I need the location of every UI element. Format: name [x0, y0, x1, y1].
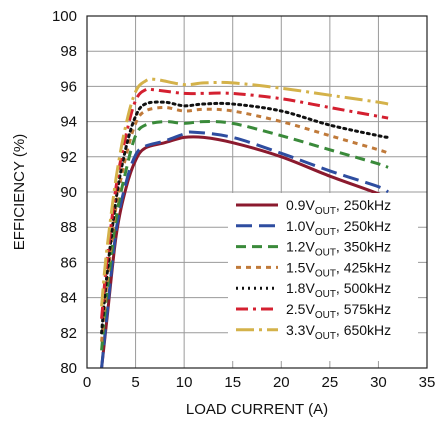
y-tick-label: 98: [60, 43, 77, 60]
legend-label-subscript: OUT: [315, 268, 336, 279]
x-tick-label: 15: [224, 374, 241, 391]
legend-label-main: 1.5V: [286, 259, 315, 275]
y-tick-label: 82: [60, 325, 77, 342]
y-tick-label: 94: [60, 114, 77, 131]
x-tick-label: 20: [273, 374, 290, 391]
legend-label-main: 0.9V: [286, 197, 315, 213]
legend-label: 1.8VOUT, 500kHz: [286, 280, 391, 300]
series-line-0: [100, 135, 389, 368]
series-line-2: [100, 120, 389, 351]
legend-label-main: 3.3V: [286, 322, 315, 338]
x-axis-label: LOAD CURRENT (A): [186, 401, 328, 418]
series-line-6: [100, 77, 389, 307]
legend-label-subscript: OUT: [315, 206, 336, 217]
legend-label-main: 2.5V: [286, 301, 315, 317]
legend-background: [228, 193, 418, 361]
y-axis-label: EFFICIENCY (%): [11, 134, 28, 250]
legend-label-frequency: , 650kHz: [336, 322, 391, 338]
legend-label: 2.5VOUT, 575kHz: [286, 301, 391, 321]
legend-label-frequency: , 425kHz: [336, 259, 391, 275]
y-tick-label: 88: [60, 219, 77, 236]
series-line-3: [100, 105, 389, 342]
x-tick-label: 0: [83, 374, 91, 391]
tick-labels: 0 5 10 15 20 25 30 35 80 82 84 86 88 90 92 94 96 98 100: [52, 8, 435, 391]
legend-label: 3.3VOUT, 650kHz: [286, 322, 391, 342]
y-tick-label: 84: [60, 290, 77, 307]
x-tick-label: 35: [419, 374, 435, 391]
y-tick-label: 86: [60, 254, 77, 271]
y-tick-label: 100: [52, 8, 77, 25]
legend-label: 1.5VOUT, 425kHz: [286, 259, 391, 279]
series-lines: [100, 77, 390, 368]
legend-label-subscript: OUT: [315, 310, 336, 321]
legend-label-frequency: , 500kHz: [336, 280, 391, 296]
series-line-1: [100, 130, 389, 368]
series-line-4: [100, 100, 390, 335]
legend-label-main: 1.8V: [286, 280, 315, 296]
legend-label: 1.2VOUT, 350kHz: [286, 239, 391, 259]
legend-label-subscript: OUT: [315, 331, 336, 342]
x-tick-label: 5: [131, 374, 139, 391]
legend-label-frequency: , 350kHz: [336, 239, 391, 255]
y-tick-label: 92: [60, 149, 77, 166]
y-tick-label: 80: [60, 360, 77, 377]
legend-label: 1.0VOUT, 250kHz: [286, 218, 391, 238]
plot-frame: [86, 15, 428, 369]
y-tick-label: 96: [60, 78, 77, 95]
legend-label-main: 1.2V: [286, 239, 315, 255]
legend-label-subscript: OUT: [315, 227, 336, 238]
legend-label: 0.9VOUT, 250kHz: [286, 197, 391, 217]
legend-label-frequency: , 250kHz: [336, 197, 391, 213]
legend-label-subscript: OUT: [315, 289, 336, 300]
legend-label-frequency: , 575kHz: [336, 301, 391, 317]
x-tick-label: 30: [370, 374, 387, 391]
x-tick-label: 25: [322, 374, 339, 391]
legend-label-main: 1.0V: [286, 218, 315, 234]
x-tick-label: 10: [176, 374, 193, 391]
y-tick-label: 90: [60, 184, 77, 201]
series-line-5: [100, 87, 389, 319]
legend-label-subscript: OUT: [315, 248, 336, 259]
legend-label-frequency: , 250kHz: [336, 218, 391, 234]
